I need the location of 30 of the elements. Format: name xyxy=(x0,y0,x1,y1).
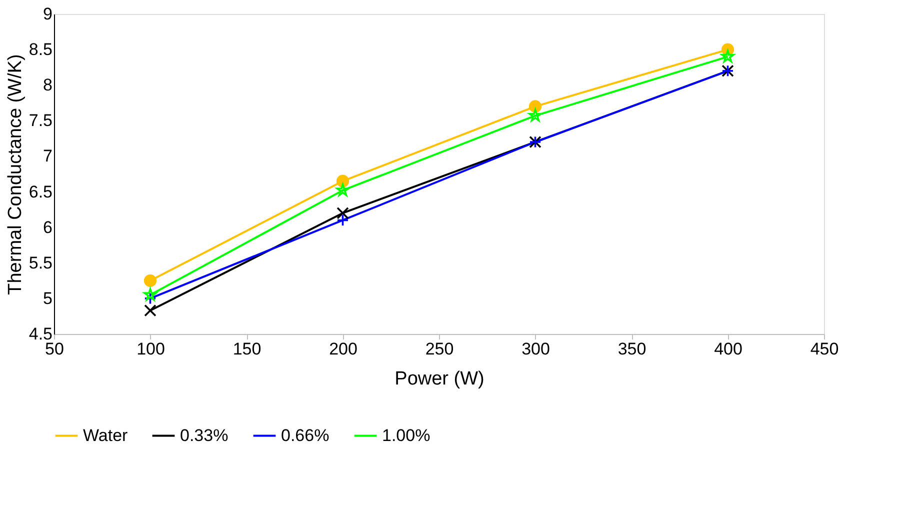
y-tick-label: 5.5 xyxy=(28,253,52,272)
point xyxy=(721,50,734,62)
x-tick-label: 200 xyxy=(329,340,358,358)
y-tick-label: 5 xyxy=(43,288,52,308)
legend-label: 0.66% xyxy=(281,426,330,445)
y-tick-label: 9 xyxy=(43,4,52,24)
y-tick-label: 7.5 xyxy=(28,111,52,130)
x-axis-title: Power (W) xyxy=(394,368,484,390)
point xyxy=(144,288,157,301)
point xyxy=(528,108,542,122)
x-tick-label: 350 xyxy=(618,340,646,358)
y-tick-label: 6.5 xyxy=(28,182,52,202)
point xyxy=(336,214,349,226)
x-tick-label: 400 xyxy=(714,340,742,358)
legend-label: Water xyxy=(83,426,128,445)
point xyxy=(336,206,349,220)
y-tick-label: 6 xyxy=(43,218,52,237)
y-tick-label: 8.5 xyxy=(28,40,52,60)
y-tick-label: 7 xyxy=(43,146,52,166)
x-tick-label: 450 xyxy=(810,340,839,358)
x-tick-label: 300 xyxy=(522,340,550,358)
legend-label: 0.33% xyxy=(180,426,228,445)
x-tick-label: 150 xyxy=(232,340,262,358)
point xyxy=(144,304,156,317)
x-tick-label: 100 xyxy=(136,340,165,358)
point xyxy=(144,274,157,287)
y-tick-label: 8 xyxy=(43,76,52,95)
y-axis-title: Thermal Conductance (W/K) xyxy=(4,54,26,295)
x-tick-label: 250 xyxy=(425,340,454,358)
legend-label: 1.00% xyxy=(382,426,430,445)
